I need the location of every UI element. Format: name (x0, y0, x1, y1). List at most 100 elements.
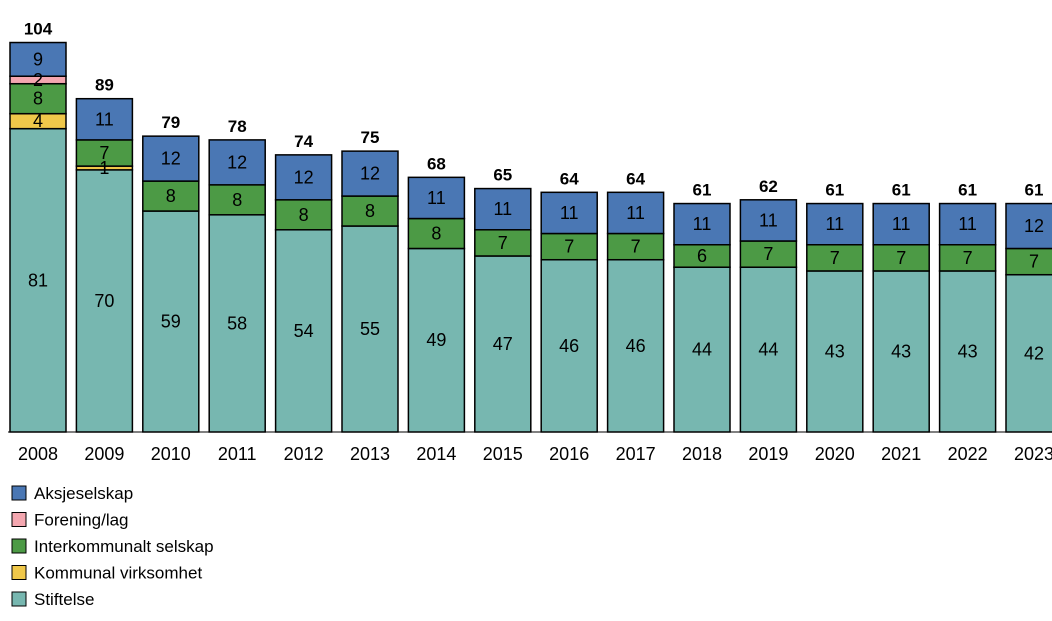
bar-total-label: 89 (95, 76, 114, 95)
legend-swatch (11, 538, 27, 554)
bar-segment-aksjeselskap-2021 (872, 202, 930, 246)
x-tick-label: 2011 (218, 444, 257, 464)
segment-value-label: 43 (958, 341, 978, 361)
bar-segment-aksjeselskap-2013 (341, 150, 399, 197)
bar-total-label: 64 (560, 169, 579, 188)
segment-value-label: 7 (896, 248, 906, 268)
bar-segment-stiftelse-2019 (739, 266, 798, 433)
segment-value-label: 8 (365, 201, 375, 221)
x-tick-label: 2013 (350, 444, 390, 464)
segment-value-label: 11 (825, 214, 844, 234)
bar-segment-aksjeselskap-2016 (540, 191, 598, 235)
bar-segment-interkommunalt-selskap-2012 (274, 199, 333, 231)
bar-segment-aksjeselskap-2019 (739, 199, 798, 242)
segment-value-label: 12 (360, 164, 380, 184)
segment-value-label: 42 (1024, 343, 1044, 363)
bar-segment-stiftelse-2014 (407, 247, 466, 433)
x-tick-label: 2009 (84, 444, 124, 464)
bar-segment-interkommunalt-selskap-2013 (341, 195, 399, 227)
segment-value-label: 1 (99, 158, 109, 178)
bar-segment-aksjeselskap-2010 (142, 135, 200, 182)
x-tick-label: 2012 (284, 444, 324, 464)
segment-value-label: 70 (94, 291, 114, 311)
bar-segment-aksjeselskap-2009 (75, 97, 134, 141)
bar-total-label: 62 (759, 177, 778, 196)
segment-value-label: 47 (493, 334, 513, 354)
segment-value-label: 12 (1024, 216, 1044, 236)
segment-value-label: 9 (33, 49, 43, 69)
segment-value-label: 11 (626, 203, 645, 223)
x-tick-label: 2014 (416, 444, 456, 464)
legend-swatch (11, 485, 27, 501)
bar-total-label: 104 (24, 20, 53, 39)
segment-value-label: 11 (560, 203, 579, 223)
segment-value-label: 7 (1029, 252, 1039, 272)
segment-value-label: 81 (28, 270, 48, 290)
bar-segment-aksjeselskap-2012 (274, 154, 333, 201)
bar-segment-aksjeselskap-2023 (1005, 202, 1052, 250)
segment-value-label: 54 (294, 321, 314, 341)
segment-value-label: 11 (95, 109, 114, 129)
segment-value-label: 8 (431, 224, 441, 244)
legend-label: Kommunal virksomhet (34, 564, 202, 583)
segment-value-label: 46 (626, 336, 646, 356)
segment-value-label: 11 (759, 210, 778, 230)
segment-value-label: 2 (33, 70, 43, 90)
bar-total-label: 79 (161, 113, 180, 132)
bar-segment-aksjeselskap-2011 (208, 139, 266, 186)
segment-value-label: 12 (294, 167, 314, 187)
x-tick-label: 2008 (18, 444, 58, 464)
bar-total-label: 75 (361, 128, 380, 147)
bar-segment-aksjeselskap-2020 (806, 202, 864, 246)
bar-segment-aksjeselskap-2018 (673, 202, 731, 246)
bar-total-label: 65 (493, 166, 512, 185)
legend-label: Interkommunalt selskap (34, 537, 214, 556)
segment-value-label: 46 (559, 336, 579, 356)
x-tick-label: 2010 (151, 444, 191, 464)
legend-swatch (11, 591, 27, 607)
bar-segment-stiftelse-2020 (806, 270, 864, 433)
bar-segment-interkommunalt-selskap-2009 (75, 139, 134, 167)
segment-value-label: 55 (360, 319, 380, 339)
x-tick-label: 2021 (881, 444, 921, 464)
bar-segment-aksjeselskap-2014 (407, 176, 466, 220)
legend-label: Aksjeselskap (34, 484, 133, 503)
x-tick-label: 2019 (748, 444, 788, 464)
legend-swatch (11, 565, 27, 580)
legend-label: Stiftelse (34, 590, 94, 609)
segment-value-label: 43 (891, 341, 911, 361)
bar-total-label: 61 (958, 181, 977, 200)
segment-value-label: 11 (958, 214, 977, 234)
x-tick-label: 2020 (815, 444, 855, 464)
x-tick-label: 2018 (682, 444, 722, 464)
segment-value-label: 7 (498, 233, 508, 253)
segment-value-label: 12 (227, 152, 247, 172)
segment-value-label: 7 (564, 237, 574, 257)
bar-segment-aksjeselskap-2022 (938, 202, 997, 246)
segment-value-label: 8 (33, 89, 43, 109)
bar-segment-stiftelse-2011 (208, 214, 266, 433)
segment-value-label: 11 (693, 214, 712, 234)
segment-value-label: 59 (161, 312, 181, 332)
bar-segment-stiftelse-2017 (606, 258, 665, 433)
bar-segment-stiftelse-2013 (341, 225, 399, 433)
segment-value-label: 11 (493, 199, 512, 219)
segment-value-label: 58 (227, 313, 247, 333)
bar-segment-stiftelse-2015 (474, 255, 532, 433)
segment-value-label: 49 (426, 330, 446, 350)
bar-total-label: 61 (1025, 181, 1044, 200)
segment-value-label: 12 (161, 149, 181, 169)
bar-total-label: 74 (294, 132, 313, 151)
bar-segment-aksjeselskap-2017 (606, 191, 665, 235)
segment-value-label: 11 (427, 188, 446, 208)
bar-segment-stiftelse-2008 (9, 127, 67, 433)
segment-value-label: 44 (758, 340, 778, 360)
bar-total-label: 64 (626, 169, 645, 188)
x-tick-label: 2016 (549, 444, 589, 464)
segment-value-label: 8 (232, 190, 242, 210)
segment-value-label: 6 (697, 246, 707, 266)
bar-segment-aksjeselskap-2015 (474, 187, 532, 231)
bar-segment-interkommunalt-selskap-2014 (407, 217, 466, 250)
